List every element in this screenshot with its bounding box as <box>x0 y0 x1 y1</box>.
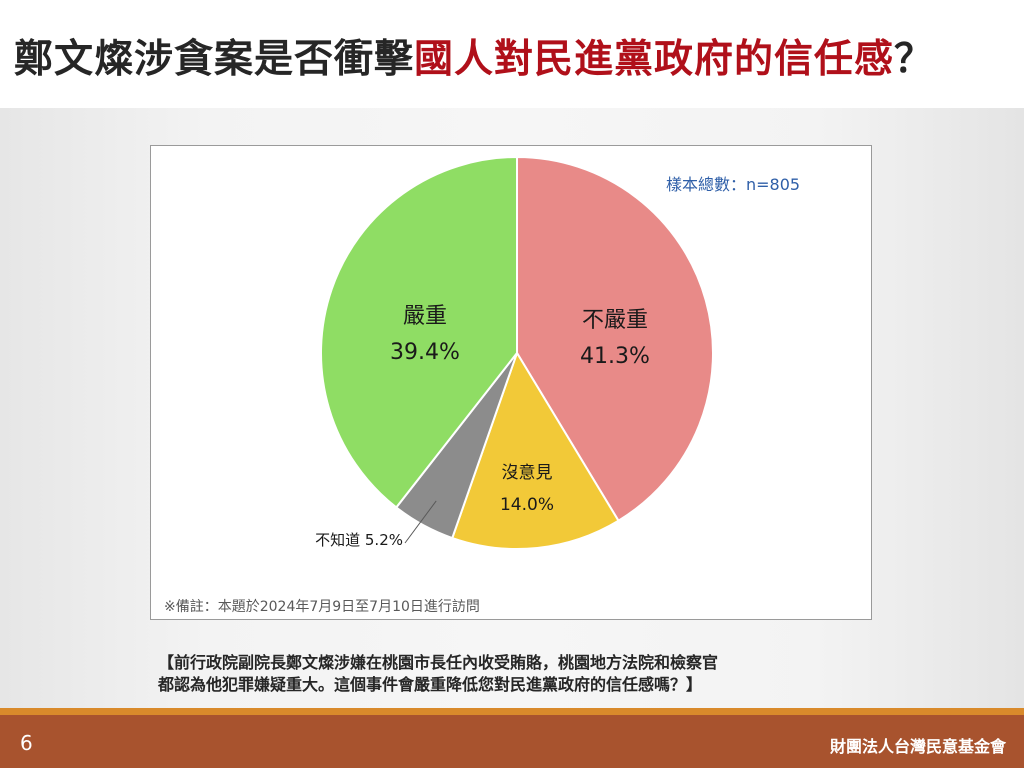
title-bar: 鄭文燦涉貪案是否衝擊國人對民進黨政府的信任感？ <box>0 0 1024 108</box>
slice-label-3: 嚴重 <box>403 304 447 329</box>
slice-value-1: 14.0% <box>500 495 554 515</box>
title-highlight: 國人對民進黨政府的信任感 <box>414 37 895 82</box>
page-number: 6 <box>20 731 33 755</box>
slice-label-0: 不嚴重 <box>582 308 648 333</box>
slide-title: 鄭文燦涉貪案是否衝擊國人對民進黨政府的信任感？ <box>14 28 934 84</box>
organization-name: 財團法人台灣民意基金會 <box>829 737 1006 756</box>
slice-label-1: 沒意見 <box>502 463 553 483</box>
survey-date-footnote: ※備註：本題於2024年7月9日至7月10日進行訪問 <box>164 599 480 615</box>
pie-slice-0 <box>516 155 714 523</box>
pie-slice-1 <box>451 350 620 550</box>
title-part-1: 鄭文燦涉貪案是否衝擊 <box>14 37 415 82</box>
slice-label-2: 不知道 5.2% <box>315 531 403 549</box>
sample-size-note: 樣本總數：n=805 <box>666 175 801 194</box>
slice-leader-line-2 <box>404 500 437 544</box>
footer-bar <box>0 715 1024 768</box>
survey-question-line-1: 【前行政院副院長鄭文燦涉嫌在桃園市長任內收受賄賂，桃園地方法院和檢察官 <box>158 653 719 672</box>
pie-slice-3 <box>320 155 518 509</box>
slice-value-3: 39.4% <box>390 340 460 365</box>
footer-accent-rule <box>0 708 1024 715</box>
survey-question-line-2: 都認為他犯罪嫌疑重大。這個事件會嚴重降低您對民進黨政府的信任感嗎？】 <box>158 675 703 694</box>
chart-panel: 不嚴重 41.3% 沒意見 14.0% 不知道 5.2% 嚴重 39.4% <box>150 145 872 620</box>
slice-value-0: 41.3% <box>580 344 650 369</box>
title-question-mark: ？ <box>894 37 935 82</box>
pie-chart: 不嚴重 41.3% 沒意見 14.0% 不知道 5.2% 嚴重 39.4% <box>315 155 714 550</box>
survey-question: 【前行政院副院長鄭文燦涉嫌在桃園市長任內收受賄賂，桃園地方法院和檢察官 都認為他… <box>158 652 878 696</box>
